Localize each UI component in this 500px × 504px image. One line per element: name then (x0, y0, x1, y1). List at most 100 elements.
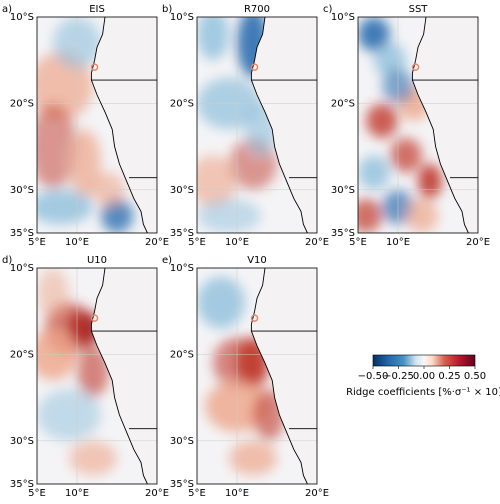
y-tick-label: 35°S (170, 228, 194, 239)
land (91, 17, 157, 233)
map-body (358, 17, 478, 233)
x-tick-label: 5°E (188, 237, 206, 248)
panel-title: V10 (247, 255, 267, 266)
field-blob (197, 276, 245, 329)
site-marker (250, 63, 259, 71)
x-tick-label: 20°E (305, 488, 329, 499)
x-tick-label: 10°E (65, 488, 89, 499)
site-marker (90, 63, 99, 71)
y-tick-label: 30°S (170, 436, 194, 447)
panel-label: d) (2, 255, 12, 266)
land (251, 17, 317, 233)
x-tick-label: 5°E (188, 488, 206, 499)
panel-label: b) (162, 4, 172, 15)
map-panel: 5°E 10°E 20°E 10°S 20°S 30°S 35°S d) U10 (2, 255, 169, 499)
coastline (411, 17, 469, 233)
y-tick-label: 10°S (170, 12, 194, 23)
map-panel: 5°E 10°E 20°E 10°S 20°S 30°S 35°S e) V10 (162, 255, 329, 499)
y-tick-label: 30°S (170, 185, 194, 196)
colorbar-tick-label: −0.25 (383, 371, 414, 382)
field-blob (406, 198, 438, 233)
field-blob (358, 198, 382, 233)
map-panel: 5°E 10°E 20°E 10°S 20°S 30°S 35°S a) EIS (2, 4, 169, 248)
field-blob (197, 155, 237, 207)
x-tick-label: 5°E (28, 237, 46, 248)
frame (36, 267, 158, 485)
y-tick-label: 20°S (331, 98, 355, 109)
map-body (37, 268, 157, 484)
panel-label: e) (162, 255, 172, 266)
y-tick-label: 30°S (331, 185, 355, 196)
colorbar-label: Ridge coefficients [%·σ⁻¹ × 10] (346, 387, 500, 398)
panel-label: c) (323, 4, 332, 15)
y-tick-label: 20°S (10, 98, 34, 109)
x-tick-label: 10°E (65, 237, 89, 248)
x-tick-label: 5°E (349, 237, 367, 248)
y-tick-label: 10°S (331, 12, 355, 23)
field-blob (390, 138, 422, 173)
colorbar-tick-label: 0.25 (438, 371, 460, 382)
colorbar-tick-label: −0.50 (358, 371, 389, 382)
frame (36, 16, 158, 234)
x-tick-label: 10°E (386, 237, 410, 248)
site-marker (411, 63, 420, 71)
field-blob (358, 17, 390, 52)
y-tick-label: 10°S (170, 263, 194, 274)
frame (196, 267, 318, 485)
coastline (250, 17, 308, 233)
land (251, 268, 317, 484)
x-tick-label: 20°E (145, 237, 169, 248)
frame (196, 16, 318, 234)
y-tick-label: 20°S (170, 349, 194, 360)
x-tick-label: 10°E (225, 237, 249, 248)
map-panel: 5°E 10°E 20°E 10°S 20°S 30°S 35°S b) R700 (162, 4, 329, 248)
frame (357, 16, 479, 234)
coastline (250, 268, 308, 484)
field-blob (77, 345, 109, 398)
x-tick-label: 20°E (145, 488, 169, 499)
site-marker (90, 314, 99, 322)
y-tick-label: 30°S (10, 436, 34, 447)
colorbar-gradient (372, 354, 476, 367)
map-body (37, 17, 157, 233)
y-tick-label: 30°S (10, 185, 34, 196)
field-blob (197, 198, 261, 233)
field-blob (358, 155, 390, 190)
colorbar-tick-label: 0.00 (413, 371, 435, 382)
site-marker (250, 314, 259, 322)
y-tick-label: 35°S (10, 228, 34, 239)
field-blob (101, 198, 133, 233)
colorbar-tick-label: 0.50 (464, 371, 486, 382)
land (412, 17, 478, 233)
panel-title: U10 (87, 255, 107, 266)
field-blob (37, 268, 69, 320)
y-tick-label: 20°S (10, 349, 34, 360)
x-tick-label: 5°E (28, 488, 46, 499)
y-tick-label: 20°S (170, 98, 194, 109)
field-blob (69, 440, 117, 476)
panel-title: EIS (89, 4, 105, 15)
colorbar: −0.50−0.25 0.00 0.25 0.50 Ridge coefficients… (346, 354, 500, 398)
y-tick-label: 10°S (10, 263, 34, 274)
coastline (90, 268, 148, 484)
field-blob (37, 103, 77, 190)
panel-title: R700 (244, 4, 270, 15)
field-blob (37, 389, 101, 441)
y-tick-label: 35°S (331, 228, 355, 239)
x-tick-label: 10°E (225, 488, 249, 499)
y-tick-label: 10°S (10, 12, 34, 23)
field-blob (418, 163, 442, 199)
panel-title: SST (409, 4, 429, 15)
field-blob (229, 440, 277, 476)
field-blob (197, 17, 229, 61)
x-tick-label: 20°E (305, 237, 329, 248)
coastline (90, 17, 148, 233)
x-tick-label: 20°E (466, 237, 490, 248)
y-tick-label: 35°S (10, 479, 34, 490)
map-body (197, 268, 317, 484)
map-panel: 5°E 10°E 20°E 10°S 20°S 30°S 35°S c) SST (323, 4, 490, 248)
map-body (197, 17, 317, 233)
field (197, 276, 285, 476)
field-blob (37, 189, 93, 225)
